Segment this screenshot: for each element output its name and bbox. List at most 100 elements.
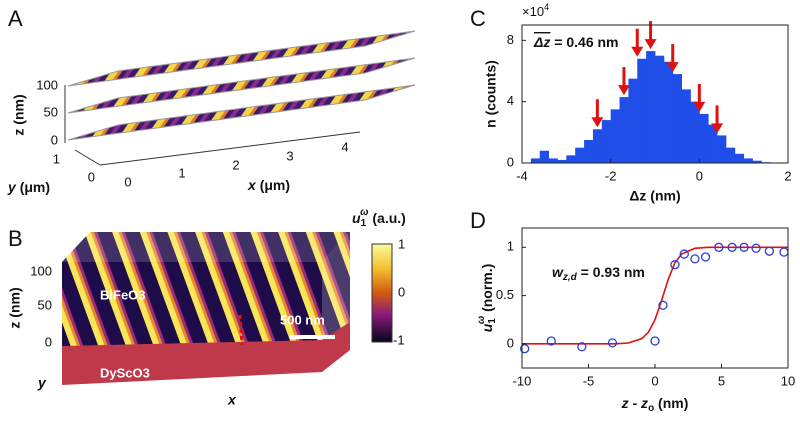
arrow-head bbox=[617, 85, 630, 96]
arrow bbox=[617, 67, 630, 96]
arrow bbox=[666, 44, 679, 73]
y-tick-label: 1 bbox=[507, 239, 514, 254]
arrow-head bbox=[666, 62, 679, 73]
tick-label: 100 bbox=[36, 77, 58, 92]
histogram-bar bbox=[557, 159, 567, 163]
fit-line bbox=[522, 246, 788, 345]
x-tick-label: -5 bbox=[583, 373, 595, 388]
histogram-bar bbox=[592, 129, 603, 163]
text-part: 1 bbox=[487, 318, 498, 324]
data-point bbox=[546, 336, 556, 346]
tick-label: 1 bbox=[398, 236, 405, 251]
arrow-head bbox=[711, 123, 724, 134]
arrow bbox=[644, 21, 657, 50]
data-point bbox=[700, 252, 711, 262]
y-tick-label: 4 bbox=[507, 93, 514, 108]
text-part: = 0.93 nm bbox=[577, 264, 645, 280]
tick-label: 100 bbox=[30, 263, 52, 278]
histogram-bar bbox=[548, 158, 558, 163]
arrow-head bbox=[591, 117, 604, 128]
histogram-bar bbox=[743, 158, 753, 163]
x-tick-label: 10 bbox=[781, 373, 795, 388]
colorbar bbox=[371, 243, 393, 343]
axis-label: z (nm) bbox=[11, 94, 27, 135]
text-part: z,d bbox=[562, 272, 578, 283]
x-tick-label: 2 bbox=[784, 168, 791, 183]
histogram-bar bbox=[601, 120, 612, 163]
histogram-bar bbox=[734, 153, 745, 163]
text-part: z - z bbox=[621, 395, 648, 411]
scale-label: 500 nm bbox=[280, 312, 325, 327]
panel-letter: D bbox=[470, 208, 486, 233]
front-face bbox=[62, 262, 322, 346]
slice bbox=[67, 30, 416, 87]
tick-label: 4 bbox=[341, 139, 348, 154]
colorbar-label: u1ω (a.u.) bbox=[352, 207, 406, 229]
side-face bbox=[322, 232, 350, 345]
film-label: BiFeO3 bbox=[100, 287, 146, 302]
histogram-bar bbox=[681, 89, 691, 163]
x-tick-label: 5 bbox=[718, 373, 725, 388]
text-part: 4 bbox=[544, 2, 549, 12]
arrow bbox=[631, 28, 644, 57]
axis-multiplier: ×104 bbox=[522, 2, 549, 19]
text-part: ω bbox=[476, 315, 487, 324]
data-point bbox=[670, 260, 680, 270]
y-axis-label: u1ω (norm.) bbox=[476, 264, 498, 333]
tick-label: 50 bbox=[38, 297, 52, 312]
tick-label: 1 bbox=[53, 151, 60, 166]
panel-a: A 0 50 100 z (nm) 0 1 y (μm) 0 1 2 3 4 x… bbox=[7, 6, 416, 195]
histogram-bar bbox=[646, 51, 656, 163]
histogram-bar bbox=[584, 140, 594, 163]
histogram-bar bbox=[628, 78, 638, 163]
histogram-bar bbox=[619, 97, 629, 163]
histogram-bar bbox=[530, 158, 541, 163]
tick-label: -1 bbox=[393, 332, 405, 347]
panel-letter: B bbox=[8, 226, 23, 251]
data-point bbox=[727, 242, 737, 252]
x-axis-label: z - zo (nm) bbox=[621, 395, 689, 414]
histogram-bar bbox=[690, 101, 700, 163]
arrow bbox=[591, 99, 604, 128]
substrate-label: DyScO3 bbox=[100, 365, 150, 380]
data-point bbox=[520, 344, 530, 354]
x-tick-label: -10 bbox=[513, 373, 532, 388]
histogram-bar bbox=[717, 135, 727, 163]
text-part: w bbox=[552, 264, 564, 280]
data-point bbox=[714, 242, 724, 252]
axis-label: x (μm) bbox=[247, 177, 290, 193]
x-tick-label: 0 bbox=[651, 373, 658, 388]
arrow bbox=[711, 105, 724, 134]
x-tick-label: -2 bbox=[605, 168, 617, 183]
panel-b: B 500 nm BiFeO3 DyScO3 0 50 100 z (nm) y… bbox=[7, 207, 406, 408]
tick-label: 0 bbox=[51, 132, 58, 147]
tick-label: 0 bbox=[124, 174, 131, 189]
data-point bbox=[779, 247, 789, 257]
data-point bbox=[658, 300, 668, 310]
tick-label: 50 bbox=[44, 104, 58, 119]
panel-letter: C bbox=[470, 6, 486, 31]
text-part: = 0.46 nm bbox=[550, 34, 618, 50]
text-part: Δz bbox=[533, 34, 550, 50]
arrow-head bbox=[644, 39, 657, 50]
slice bbox=[67, 57, 416, 114]
annotation: Δz = 0.46 nm bbox=[533, 34, 619, 50]
x-tick-label: 0 bbox=[696, 168, 703, 183]
text-part: (nm) bbox=[654, 395, 688, 411]
y-tick-label: 8 bbox=[507, 32, 514, 47]
panel-letter: A bbox=[8, 6, 23, 31]
substrate bbox=[62, 322, 350, 385]
y-tick-label: 0.5 bbox=[496, 287, 514, 302]
data-point bbox=[690, 254, 700, 264]
tick-label: 0 bbox=[398, 284, 405, 299]
axis-label: y bbox=[37, 375, 47, 391]
tick-label: 0 bbox=[88, 169, 95, 184]
y-axis-label: n (counts) bbox=[483, 60, 499, 128]
histogram-bar bbox=[725, 147, 736, 163]
tick-label: 3 bbox=[286, 148, 293, 163]
data-point bbox=[607, 338, 618, 348]
axis-label: y (μm) bbox=[7, 179, 50, 195]
axis bbox=[74, 149, 101, 166]
arrow bbox=[693, 83, 706, 112]
